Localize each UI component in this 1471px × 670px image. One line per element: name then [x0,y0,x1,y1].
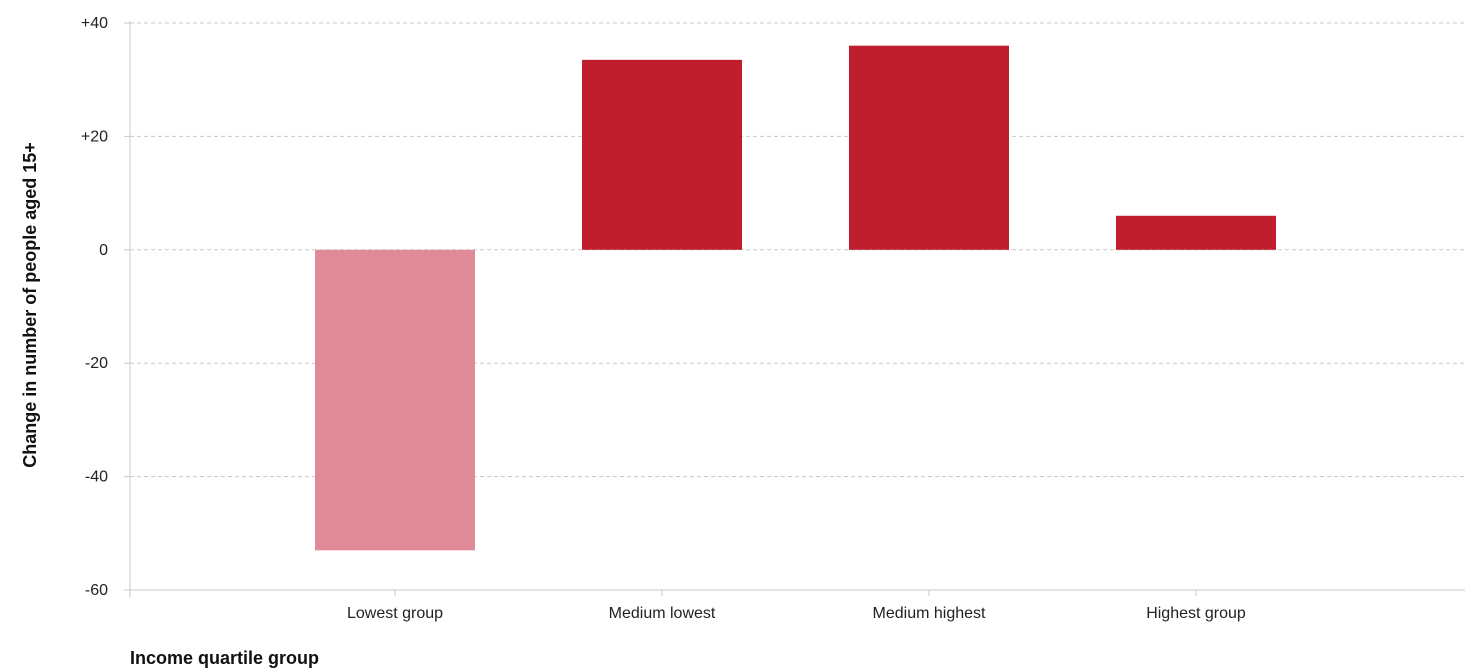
y-tick-label: +40 [81,15,108,32]
y-tick-label: -60 [85,582,108,599]
bar-lowest-group [315,250,475,551]
bar-medium-lowest [582,60,742,250]
bar-medium-highest [849,46,1009,250]
x-tick-label: Lowest group [347,605,443,622]
y-axis-title: Change in number of people aged 15+ [20,142,40,468]
y-tick-label: +20 [81,128,108,145]
x-tick-label: Medium highest [873,605,987,622]
x-axis-title: Income quartile group [130,648,319,668]
x-tick-label: Medium lowest [609,605,716,622]
y-tick-label: -20 [85,355,108,372]
x-tick-label: Highest group [1146,605,1246,622]
y-tick-label: 0 [99,242,108,259]
bars [315,46,1276,551]
y-tick-label: -40 [85,469,108,486]
bar-highest-group [1116,216,1276,250]
